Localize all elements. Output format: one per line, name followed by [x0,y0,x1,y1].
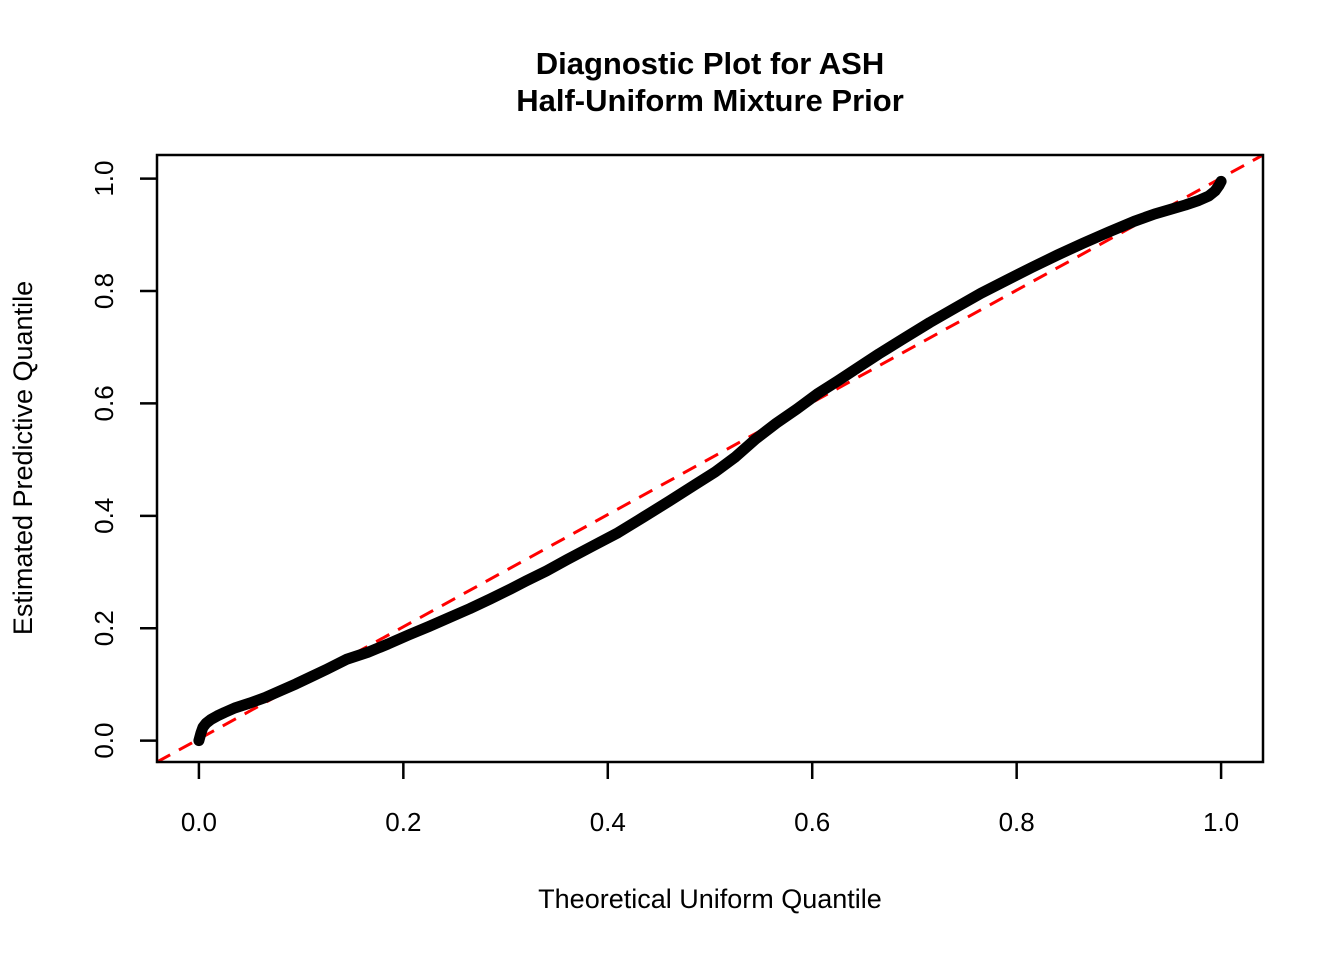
chart-title-line2: Half-Uniform Mixture Prior [516,83,904,118]
y-tick-label: 0.8 [89,273,119,309]
plot-border [155,153,1265,764]
x-tick-label: 1.0 [1203,807,1239,837]
y-axis-label: Estimated Predictive Quantile [8,281,38,635]
y-tick-label: 0.4 [89,498,119,534]
y-tick-label: 1.0 [89,161,119,197]
x-tick-label: 0.4 [590,807,626,837]
y-tick-label: 0.2 [89,610,119,646]
x-axis-label: Theoretical Uniform Quantile [538,884,882,914]
chart-title-line1: Diagnostic Plot for ASH [536,46,884,81]
y-tick-label: 0.0 [89,723,119,759]
x-tick-label: 0.0 [181,807,217,837]
y-tick-label: 0.6 [89,385,119,421]
x-tick-label: 0.6 [794,807,830,837]
x-tick-label: 0.2 [385,807,421,837]
quantile-curve [193,175,1227,747]
x-tick-label: 0.8 [999,807,1035,837]
plot-area: 0.0 0.2 0.4 0.6 0.8 1.0 0.0 0.2 0.4 0.6 0.8 1.0 [89,153,1265,837]
